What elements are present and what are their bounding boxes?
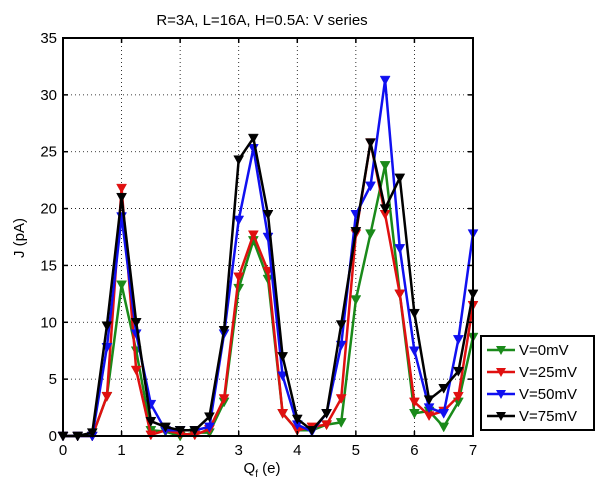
data-point-marker <box>350 295 362 306</box>
data-point-marker <box>365 181 376 192</box>
data-point-marker <box>204 422 215 433</box>
legend-label: V=75mV <box>519 408 577 425</box>
data-point-marker <box>365 138 376 149</box>
y-tick-label: 15 <box>40 257 57 274</box>
series-3 <box>57 133 479 442</box>
series-line <box>63 164 475 438</box>
data-point-marker <box>452 391 464 402</box>
legend: V=0mV V=25mV V=50mV V=75mV <box>480 335 595 431</box>
data-point-marker <box>438 422 450 433</box>
data-point-marker <box>409 409 420 419</box>
data-point-marker <box>291 414 303 425</box>
y-tick-label: 25 <box>40 144 57 161</box>
data-point-marker <box>409 308 420 319</box>
y-tick-label: 5 <box>49 371 57 388</box>
x-tick-label: 4 <box>293 442 301 459</box>
y-tick-label: 10 <box>40 314 57 331</box>
x-axis-label: Qf (e) <box>244 460 281 479</box>
x-axis-label-unit: (e) <box>258 460 281 477</box>
data-point-marker <box>247 133 259 144</box>
data-point-marker <box>335 320 347 331</box>
data-point-marker <box>452 335 464 345</box>
data-point-marker <box>218 394 230 404</box>
legend-label: V=0mV <box>519 342 569 359</box>
data-point-marker <box>233 272 245 283</box>
x-tick-label: 6 <box>410 442 418 459</box>
plot-frame <box>62 37 474 437</box>
data-point-marker <box>174 426 186 436</box>
y-tick-label: 0 <box>49 428 57 445</box>
data-point-marker <box>116 183 127 194</box>
data-point-marker <box>277 371 289 382</box>
x-tick-label: 0 <box>59 442 67 459</box>
x-tick-label: 7 <box>469 442 477 459</box>
data-point-marker <box>306 426 318 436</box>
y-tick-label: 35 <box>40 30 57 47</box>
data-point-marker <box>116 192 127 203</box>
data-point-marker <box>277 409 289 419</box>
data-point-marker <box>321 420 332 431</box>
legend-swatch-marker <box>496 390 506 399</box>
x-tick-label: 5 <box>352 442 360 459</box>
data-point-marker <box>189 426 201 436</box>
data-point-marker <box>394 289 406 300</box>
data-point-marker <box>365 229 376 240</box>
data-point-marker <box>335 418 347 428</box>
data-point-marker <box>423 395 435 406</box>
data-point-marker <box>101 391 113 402</box>
x-axis-label-main: Q <box>244 460 256 477</box>
data-point-marker <box>233 215 245 226</box>
series-2 <box>57 75 479 442</box>
data-point-marker <box>452 366 464 377</box>
data-point-marker <box>218 325 230 336</box>
legend-label: V=25mV <box>519 364 577 381</box>
data-point-marker <box>145 416 157 427</box>
data-point-marker <box>350 227 362 237</box>
x-tick-label: 1 <box>117 442 125 459</box>
legend-swatch-marker <box>496 346 506 355</box>
data-point-marker <box>130 365 142 376</box>
series-layer <box>57 75 479 442</box>
data-point-marker <box>438 383 450 394</box>
data-point-marker <box>438 409 450 419</box>
legend-swatch-marker <box>496 368 506 377</box>
x-tick-label: 2 <box>176 442 184 459</box>
data-point-marker <box>379 204 391 215</box>
chart-title: R=3A, L=16A, H=0.5A: V series <box>156 12 367 29</box>
data-point-marker <box>101 321 113 332</box>
data-point-marker <box>394 244 406 254</box>
data-point-marker <box>130 318 142 328</box>
x-tick-label: 3 <box>235 442 243 459</box>
data-point-marker <box>394 173 406 184</box>
data-point-marker <box>379 75 391 86</box>
data-point-marker <box>116 280 127 291</box>
legend-swatch-marker <box>496 412 506 421</box>
data-point-marker <box>335 394 347 404</box>
data-point-marker <box>160 422 171 433</box>
data-point-marker <box>277 352 289 362</box>
data-point-marker <box>409 346 420 357</box>
y-tick-label: 20 <box>40 201 57 218</box>
data-point-marker <box>379 161 391 171</box>
y-axis-label: J (pA) <box>11 218 28 258</box>
data-point-marker <box>409 397 420 408</box>
data-point-marker <box>321 409 332 419</box>
data-point-marker <box>262 210 274 220</box>
data-point-marker <box>86 428 98 439</box>
x-axis-label-subscript: f <box>255 469 258 479</box>
axes: 0 1 2 3 4 5 6 7 0 5 10 15 20 25 30 35 <box>40 30 477 459</box>
data-point-marker <box>247 230 259 241</box>
data-point-marker <box>204 412 215 423</box>
legend-label: V=50mV <box>519 386 577 403</box>
y-tick-label: 30 <box>40 87 57 104</box>
data-point-marker <box>233 155 245 166</box>
